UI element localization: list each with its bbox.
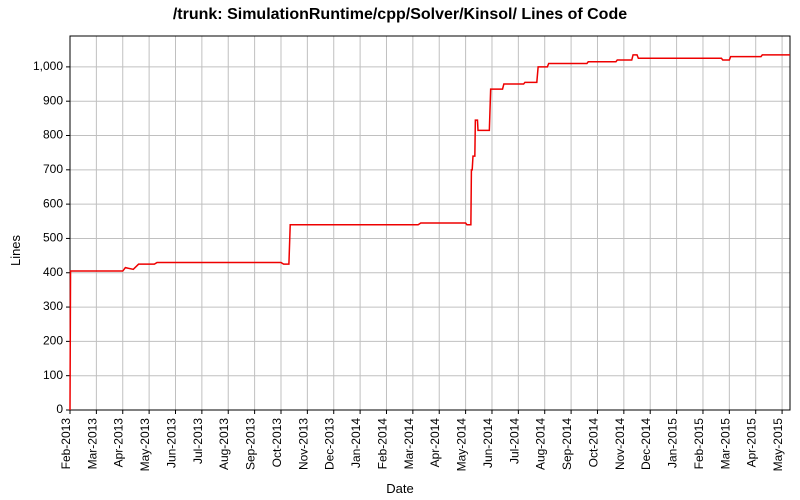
x-tick-label: Jan-2015 [666, 418, 680, 468]
y-tick-label: 100 [43, 368, 63, 382]
x-tick-label: Feb-2013 [59, 418, 73, 470]
x-tick-label: Sep-2014 [560, 418, 574, 470]
x-tick-label: Apr-2015 [745, 418, 759, 468]
loc-chart: /trunk: SimulationRuntime/cpp/Solver/Kin… [0, 0, 800, 500]
y-tick-label: 400 [43, 265, 63, 279]
x-tick-label: Mar-2014 [402, 418, 416, 470]
y-tick-label: 900 [43, 93, 63, 107]
data-series [70, 55, 790, 410]
x-tick-label: Feb-2014 [375, 418, 389, 470]
y-tick-label: 1,000 [33, 59, 63, 73]
x-tick-label: Nov-2014 [613, 418, 627, 470]
y-tick-label: 200 [43, 334, 63, 348]
x-tick-label: Jul-2013 [191, 418, 205, 464]
x-tick-label: May-2015 [771, 418, 785, 472]
x-tick-label: Nov-2013 [296, 418, 310, 470]
x-tick-label: Dec-2014 [639, 418, 653, 470]
x-tick-label: Aug-2014 [534, 418, 548, 470]
chart-svg: 0 100 200 300 400 500 600 700 800 900 1,000 Feb-201… [0, 0, 800, 500]
x-tick-label: Feb-2015 [692, 418, 706, 470]
x-tick-label: Jun-2014 [481, 418, 495, 468]
x-tick-label: Mar-2013 [85, 418, 99, 470]
x-tick-label: May-2013 [138, 418, 152, 472]
x-tick-label: Jan-2014 [349, 418, 363, 468]
y-tick-label: 0 [56, 402, 63, 416]
x-tick-label: May-2014 [455, 418, 469, 472]
y-tick-label: 700 [43, 162, 63, 176]
x-tick-label: Oct-2014 [586, 418, 600, 468]
y-tick-label: 500 [43, 231, 63, 245]
x-tick-label: Jun-2013 [164, 418, 178, 468]
x-tick-label: Aug-2013 [217, 418, 231, 470]
y-tick-label: 800 [43, 128, 63, 142]
x-tick-label: Sep-2013 [244, 418, 258, 470]
y-tick-label: 300 [43, 299, 63, 313]
y-tick-label: 600 [43, 196, 63, 210]
x-tick-label: Apr-2014 [428, 418, 442, 468]
x-tick-label: Mar-2015 [718, 418, 732, 470]
x-tick-label: Oct-2013 [270, 418, 284, 468]
x-tick-label: Jul-2014 [507, 418, 521, 464]
x-tick-label: Dec-2013 [323, 418, 337, 470]
x-tick-label: Apr-2013 [112, 418, 126, 468]
